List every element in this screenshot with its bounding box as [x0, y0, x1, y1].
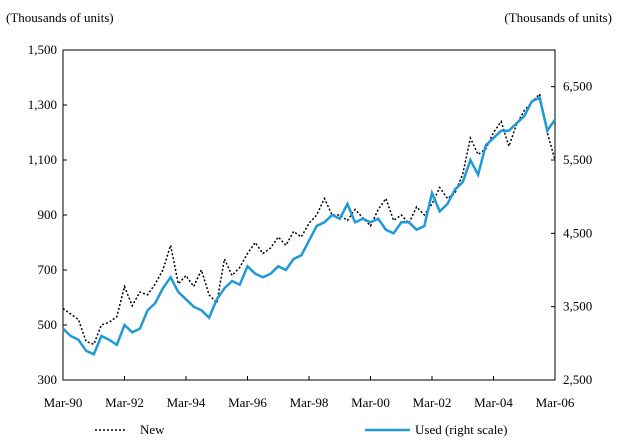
y-tick-label: 500 — [38, 317, 58, 332]
x-tick-label: Mar-90 — [44, 395, 83, 410]
y-tick-label: 300 — [38, 372, 58, 387]
x-tick-label: Mar-92 — [105, 395, 144, 410]
series-line — [62, 95, 557, 356]
y2-tick-label: 4,500 — [563, 225, 592, 240]
x-tick-label: Mar-04 — [474, 395, 513, 410]
series-line — [62, 92, 556, 346]
y-axis-label: (Thousands of units) — [6, 10, 114, 25]
y2-tick-label: 2,500 — [563, 372, 592, 387]
x-tick-label: Mar-06 — [536, 395, 575, 410]
y-tick-label: 1,500 — [28, 42, 57, 57]
y2-tick-label: 5,500 — [563, 152, 592, 167]
y2-axis-label: (Thousands of units) — [504, 10, 612, 25]
y2-tick-label: 6,500 — [563, 79, 592, 94]
x-tick-label: Mar-02 — [413, 395, 452, 410]
y-tick-label: 900 — [38, 207, 58, 222]
x-tick-label: Mar-96 — [228, 395, 267, 410]
y-tick-label: 1,300 — [28, 97, 57, 112]
legend-label: Used (right scale) — [415, 422, 507, 437]
x-tick-label: Mar-98 — [290, 395, 329, 410]
y-tick-label: 700 — [38, 262, 58, 277]
x-tick-label: Mar-94 — [167, 395, 206, 410]
legend-label: New — [140, 422, 165, 437]
y2-tick-label: 3,500 — [563, 299, 592, 314]
x-tick-label: Mar-00 — [351, 395, 390, 410]
y-tick-label: 1,100 — [28, 152, 57, 167]
